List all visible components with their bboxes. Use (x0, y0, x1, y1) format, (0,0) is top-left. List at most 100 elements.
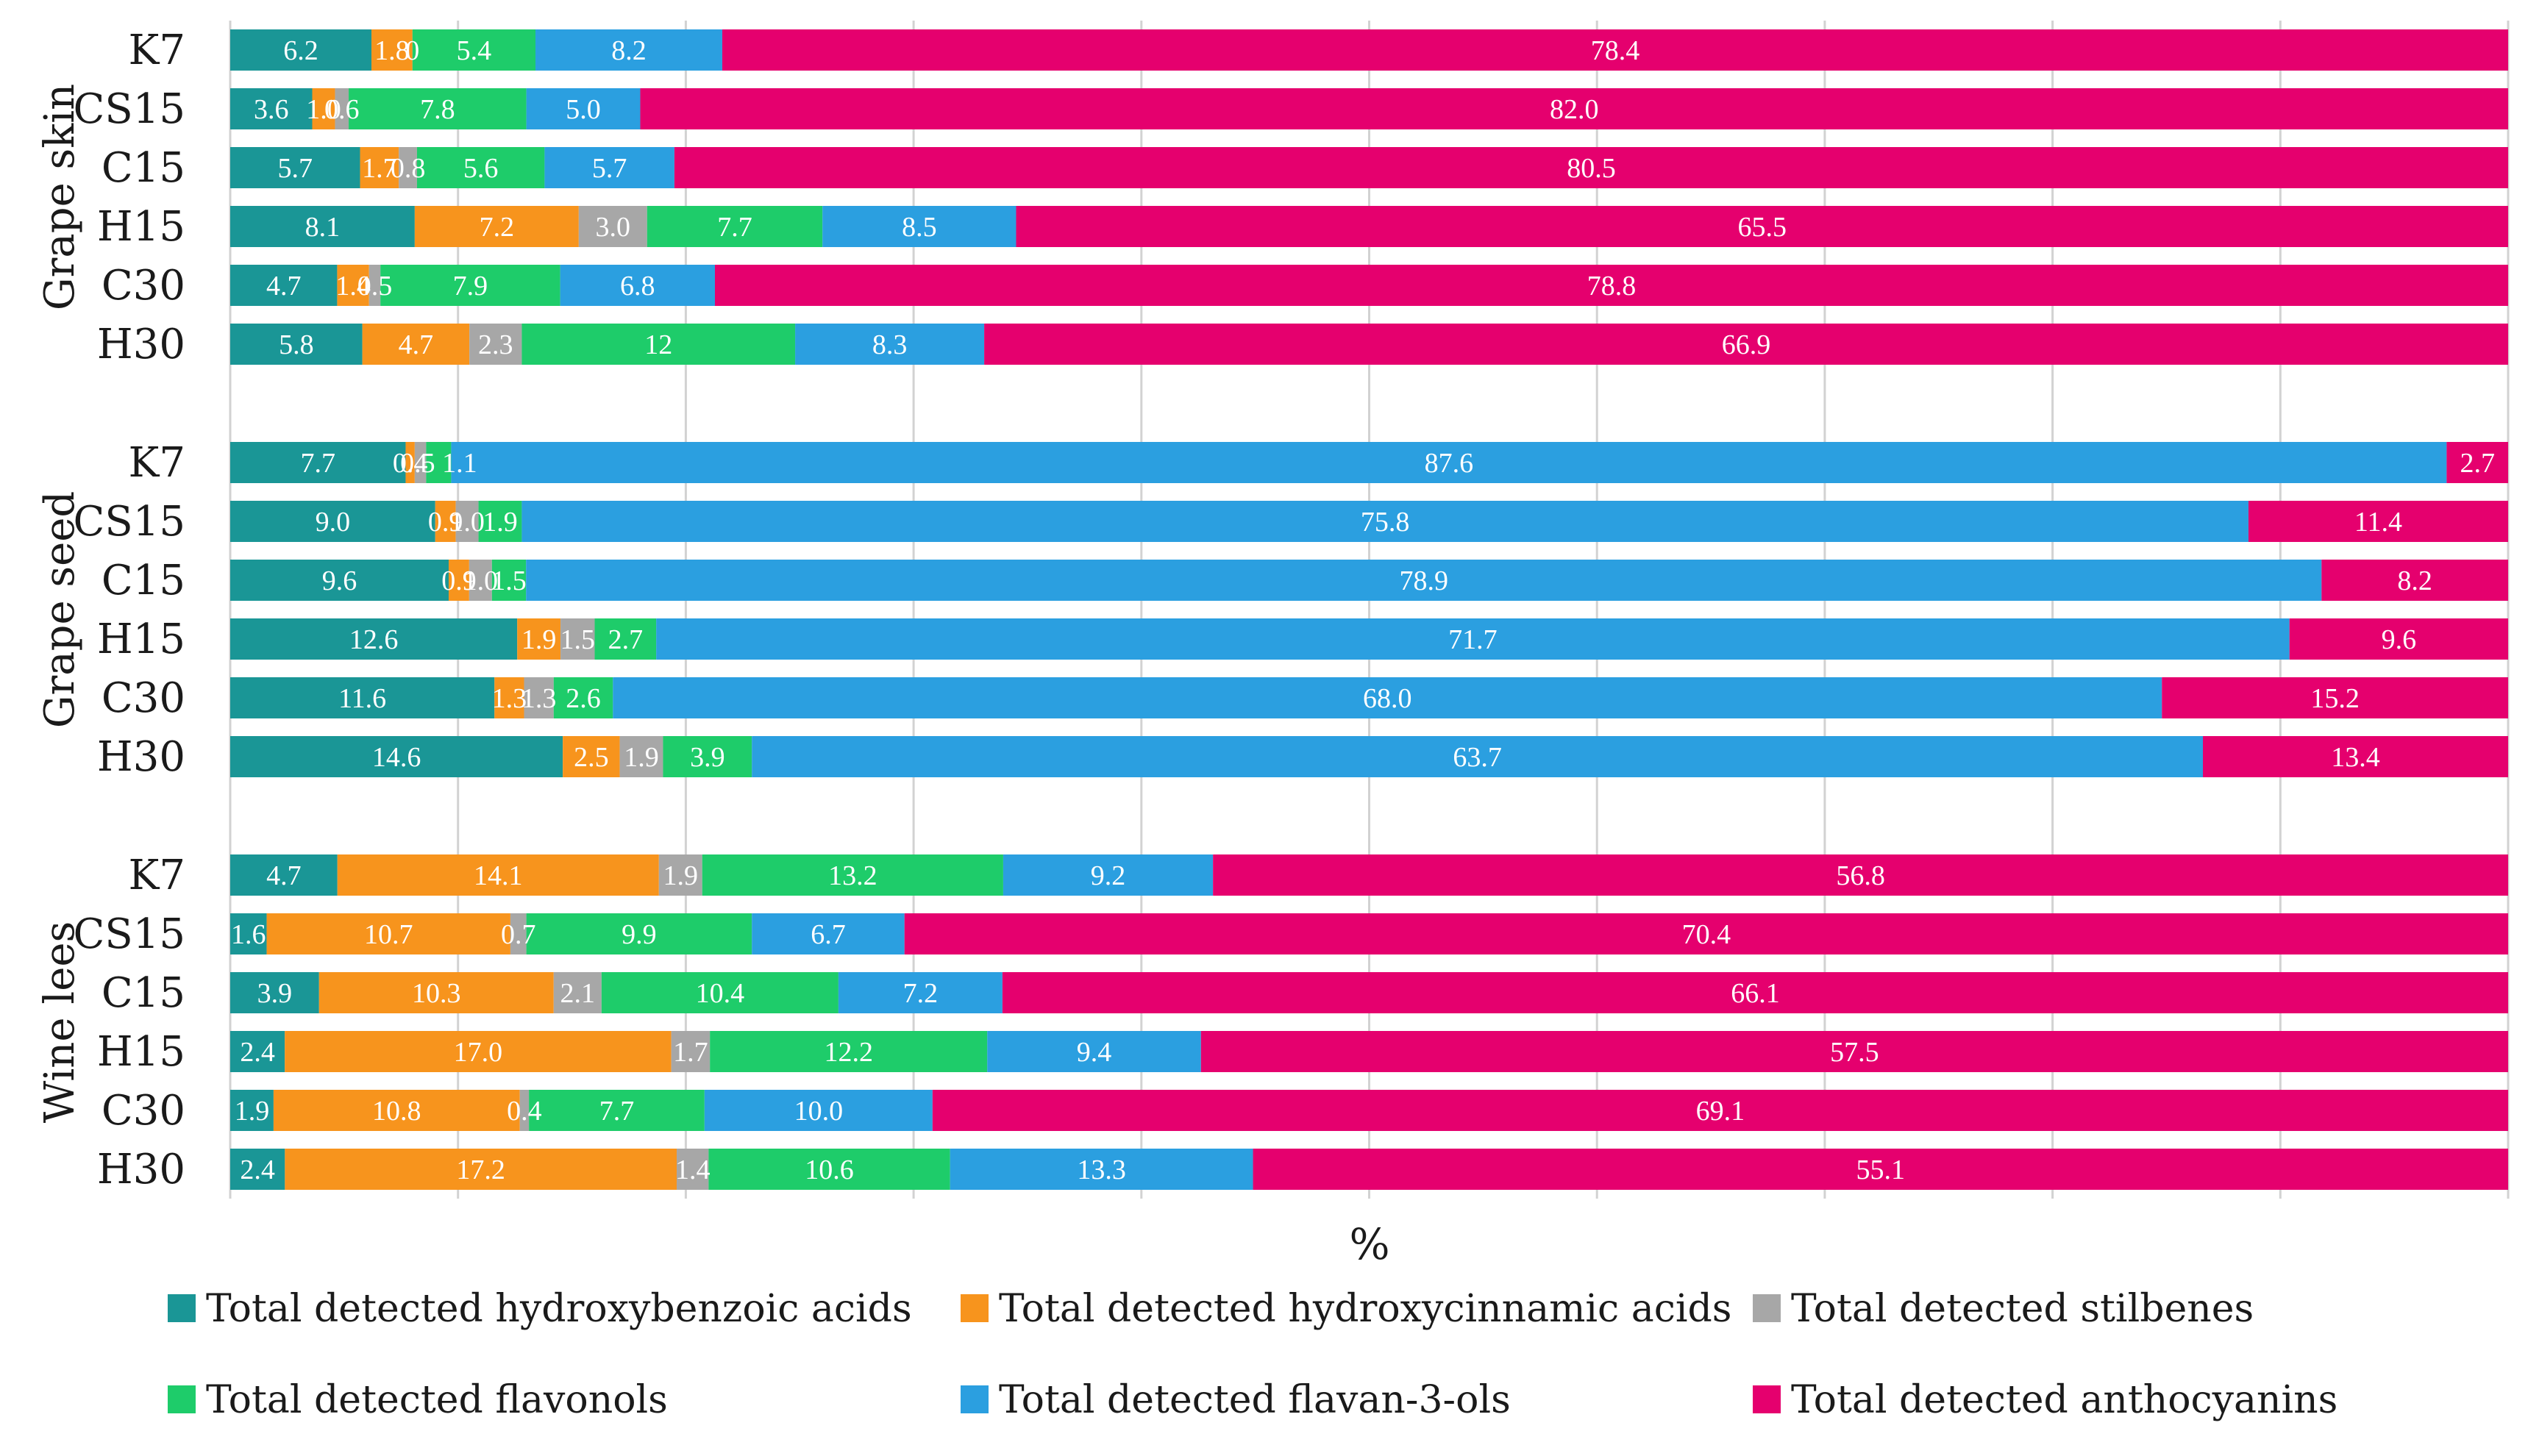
bar-segment (416, 147, 545, 188)
data-label: 3.9 (257, 978, 293, 1009)
bar-segment (230, 560, 449, 601)
data-label: 8.2 (611, 35, 647, 66)
bar-segment (674, 147, 2508, 188)
bar-segment (494, 677, 524, 718)
bar-segment (349, 88, 527, 129)
data-label: 3.0 (596, 212, 631, 243)
bar-segment (1213, 854, 2508, 896)
legend: Total detected hydroxybenzoic acids Total… (168, 1287, 2337, 1422)
bar-segment (230, 972, 319, 1013)
bar-segment (455, 501, 479, 542)
bar-segment (230, 88, 313, 129)
data-label: 1.8 (374, 35, 410, 66)
bar-segment (2321, 560, 2508, 601)
legend-label: Total detected hydroxycinnamic acids (999, 1287, 1731, 1331)
bar-segment (368, 265, 381, 306)
bar-segment (526, 88, 641, 129)
data-label: 9.6 (2382, 624, 2417, 655)
bars (230, 29, 2509, 1190)
bar-segment (535, 29, 722, 71)
data-label: 12.2 (824, 1037, 873, 1068)
bar-segment (273, 1090, 520, 1131)
data-label: 1.7 (673, 1037, 708, 1068)
data-label: 6.2 (283, 35, 318, 66)
data-label: 8.2 (2397, 565, 2432, 596)
data-label: 82.0 (1550, 94, 1599, 125)
bar-segment (1002, 972, 2508, 1013)
data-label: 7.7 (300, 448, 335, 479)
bar-segment (601, 972, 838, 1013)
data-label: 17.0 (454, 1037, 503, 1068)
x-axis-label: % (1349, 1219, 1389, 1269)
data-label: 4.7 (266, 271, 302, 301)
bar-segment (656, 618, 2290, 660)
bar-segment (371, 29, 413, 71)
data-label: 7.7 (599, 1096, 635, 1127)
data-label: 63.7 (1453, 742, 1502, 773)
bar-segment (230, 677, 495, 718)
data-label: 1.4 (675, 1155, 711, 1185)
bar-segment (478, 501, 522, 542)
category-label: H30 (97, 733, 185, 781)
bar-segment (230, 618, 518, 660)
data-label: 5.0 (566, 94, 601, 125)
bar-segment (230, 1031, 285, 1072)
data-label: 12.6 (349, 624, 399, 655)
data-label: 13.3 (1077, 1155, 1126, 1185)
data-label: 5.7 (278, 153, 313, 184)
bar-segment (560, 618, 595, 660)
data-label: 2.4 (240, 1037, 275, 1068)
data-label: 1.9 (483, 507, 518, 538)
bar-segment (932, 1090, 2508, 1131)
category-label: H30 (97, 321, 185, 368)
bar-segment (671, 1031, 711, 1072)
bar-segment (1253, 1149, 2508, 1190)
bar-segment (1016, 206, 2508, 247)
data-label: 0 (405, 35, 419, 66)
data-label: 1.0 (306, 94, 341, 125)
bar-segment (230, 854, 338, 896)
data-label: 10.3 (412, 978, 461, 1009)
legend-label: Total detected anthocyanins (1791, 1378, 2337, 1422)
data-label: 7.7 (717, 212, 752, 243)
bar-segment (399, 147, 417, 188)
bar-segment (702, 854, 1003, 896)
bar-segment (663, 736, 752, 777)
bar-segment (230, 29, 372, 71)
bar-segment (904, 913, 2509, 954)
category-label: CS15 (74, 910, 185, 958)
data-label: 10.8 (372, 1096, 421, 1127)
bar-segment (704, 1090, 933, 1131)
bar-segment (950, 1149, 1253, 1190)
bar-segment (640, 88, 2509, 129)
data-label: 57.5 (1830, 1037, 1879, 1068)
category-label: C30 (102, 674, 185, 722)
bar-segment (412, 29, 535, 71)
legend-label: Total detected hydroxybenzoic acids (206, 1287, 912, 1331)
data-label: 66.9 (1722, 329, 1771, 360)
data-label: 1.5 (560, 624, 596, 655)
bar-segment (230, 501, 435, 542)
data-label: 2.1 (560, 978, 596, 1009)
bar-segment (285, 1031, 672, 1072)
category-label: K7 (129, 26, 185, 74)
category-label: C30 (102, 1087, 185, 1135)
data-label: 6.8 (620, 271, 655, 301)
legend-swatch (961, 1294, 989, 1322)
data-label: 6.7 (811, 919, 846, 950)
bar-segment (230, 206, 415, 247)
bar-segment (987, 1031, 1201, 1072)
data-label: 1.3 (492, 683, 527, 714)
data-label: 78.4 (1591, 35, 1640, 66)
data-label: 10.4 (696, 978, 745, 1009)
data-label: 0.5 1.1 (400, 448, 477, 479)
data-label: 7.2 (480, 212, 515, 243)
data-label: 1.9 (663, 860, 699, 891)
data-label: 8.1 (305, 212, 341, 243)
data-label: 12 (644, 329, 672, 360)
data-label: 3.6 (254, 94, 289, 125)
data-label: 10.0 (794, 1096, 844, 1127)
category-label: C30 (102, 262, 185, 310)
data-label: 2.5 (574, 742, 609, 773)
